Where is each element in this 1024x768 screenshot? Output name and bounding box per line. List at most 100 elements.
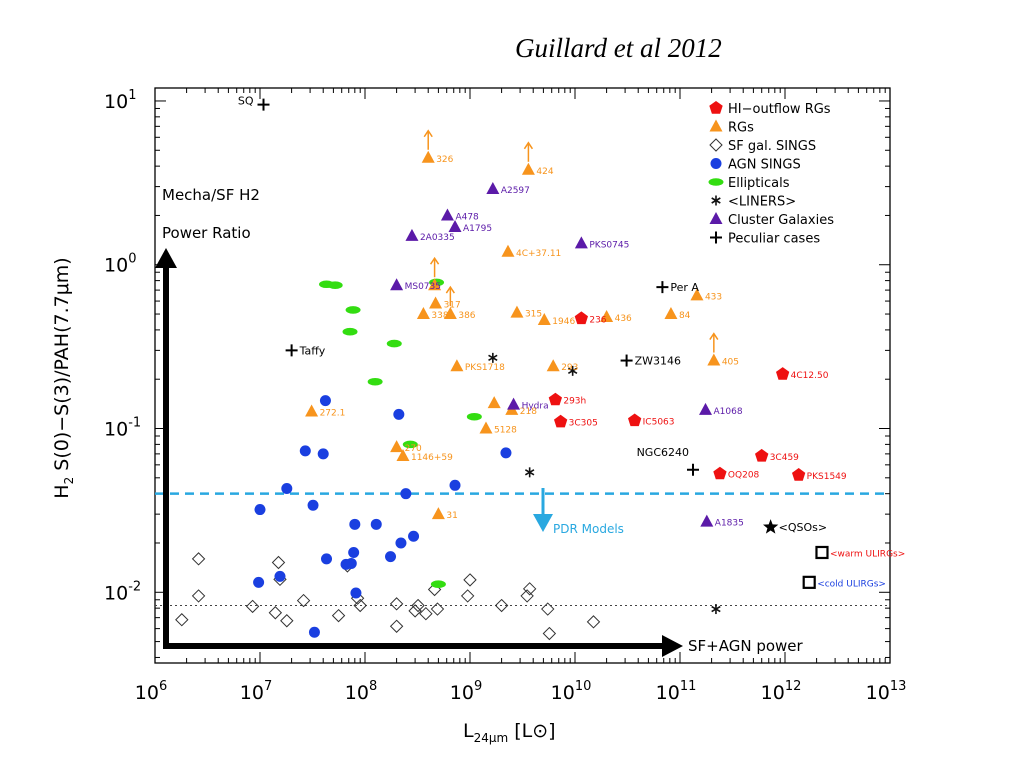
point-label: 315 <box>525 310 542 320</box>
warm-ulirgs-point <box>815 545 829 560</box>
lower-limit-arrowhead <box>445 285 455 294</box>
rgs-point <box>537 312 551 325</box>
point-label: PKS1549 <box>807 472 847 482</box>
rgs-point <box>390 440 404 453</box>
hi-outflow-rgs-point <box>776 367 790 380</box>
agn-sings-point <box>254 504 266 516</box>
point-label: 1146+59 <box>411 453 453 463</box>
sf-gal-sings-point <box>419 606 433 621</box>
point-label: 4C12.50 <box>791 371 829 381</box>
legend-label: <LINERS> <box>728 195 796 210</box>
x-axis-label: L24μm [L⊙] <box>463 720 556 745</box>
agn-sings-point <box>408 530 420 542</box>
agn-sings-point <box>308 626 320 638</box>
sf-gal-sings-point <box>541 602 555 616</box>
sf-gal-sings-point <box>389 597 404 611</box>
hi-outflow-rgs-point <box>755 448 769 462</box>
point-label: 270 <box>405 444 422 454</box>
rgs-point <box>396 448 410 461</box>
point-label: 31 <box>446 511 457 521</box>
y-tick-label: 101 <box>104 88 136 113</box>
legend-marker <box>711 195 721 206</box>
rgs-point <box>510 305 524 318</box>
sf-gal-sings-point <box>522 582 537 596</box>
ellipticals-point <box>345 306 361 314</box>
rgs-point <box>546 359 560 372</box>
rgs-point <box>431 507 445 520</box>
agn-sings-point <box>253 576 265 588</box>
ellipticals-point <box>466 412 482 421</box>
cluster-galaxies-point <box>700 514 714 527</box>
point-label: 218 <box>520 407 537 417</box>
sf-agn-power-label: SF+AGN power <box>688 637 804 655</box>
pdr-models-arrowhead <box>533 514 553 532</box>
x-tick-label: 109 <box>450 679 482 704</box>
x-tick-label: 106 <box>135 679 167 704</box>
point-label: 386 <box>458 311 475 321</box>
agn-sings-point <box>385 551 397 563</box>
point-label: 5128 <box>494 426 517 436</box>
point-label: 4C+37.11 <box>516 249 561 259</box>
y-tick-label: 100 <box>104 252 136 277</box>
point-label: A1795 <box>463 224 492 234</box>
legend-label: SF gal. SINGS <box>728 139 816 154</box>
mecha-power-arrowhead <box>155 248 177 268</box>
point-label: 3C459 <box>770 453 799 463</box>
legend-label: AGN SINGS <box>728 158 801 173</box>
agn-sings-point <box>350 587 362 599</box>
legend-label: RGs <box>728 121 754 136</box>
rgs-point <box>421 150 435 163</box>
agn-sings-point <box>393 408 405 420</box>
point-label: 293 <box>561 363 578 373</box>
point-label: 405 <box>722 358 739 368</box>
sf-gal-sings-point <box>245 599 260 614</box>
legend-label: Peculiar cases <box>728 232 820 247</box>
point-label: Hydra <box>522 402 549 412</box>
sf-gal-sings-point <box>542 626 557 641</box>
ellipticals-point <box>430 580 446 589</box>
sf-gal-sings-point <box>271 555 286 570</box>
y-tick-label: 10-2 <box>104 579 141 604</box>
point-label: A1835 <box>715 519 744 529</box>
point-label: 317 <box>444 300 461 310</box>
plot-frame <box>154 87 891 664</box>
agn-sings-point <box>370 518 382 530</box>
point-label: 338 <box>431 311 448 321</box>
peculiar-cases-point <box>656 281 669 294</box>
peculiar-cases-point <box>620 354 633 367</box>
point-label: 424 <box>536 167 553 177</box>
rgs-point <box>664 307 678 320</box>
point-label: 293h <box>563 397 586 407</box>
rgs-point <box>690 288 704 301</box>
point-label: <warm ULIRGs> <box>830 549 905 559</box>
liners-point <box>524 467 535 478</box>
rgs-point <box>501 244 515 257</box>
x-tick-label: 107 <box>240 679 272 704</box>
legend-marker <box>709 212 723 224</box>
sf-gal-sings-point <box>389 619 404 633</box>
y-tick-label: 10-1 <box>104 416 141 441</box>
sf-gal-sings-point <box>280 614 294 628</box>
sf-gal-sings-point <box>430 602 445 616</box>
rgs-point <box>416 307 430 320</box>
hi-outflow-rgs-point <box>554 414 568 428</box>
lower-limit-arrowhead <box>523 141 534 150</box>
point-label: 433 <box>705 292 722 302</box>
rgs-point <box>521 162 535 175</box>
point-label: Taffy <box>299 344 326 357</box>
legend-marker <box>709 119 723 132</box>
sf-gal-sings-point <box>586 615 601 629</box>
rgs-point <box>428 278 442 291</box>
legend-marker <box>708 178 724 186</box>
reference-lines <box>155 492 890 607</box>
lower-limit-arrowhead <box>709 332 719 340</box>
rgs-point <box>305 404 319 417</box>
rgs-point <box>429 296 443 309</box>
agn-sings-point <box>449 479 461 491</box>
x-tick-label: 1010 <box>551 679 592 704</box>
hi-outflow-rgs-point <box>548 392 562 406</box>
sf-gal-sings-point <box>268 606 283 620</box>
hi-outflow-rgs-point <box>628 413 642 427</box>
agn-sings-point <box>500 447 512 459</box>
